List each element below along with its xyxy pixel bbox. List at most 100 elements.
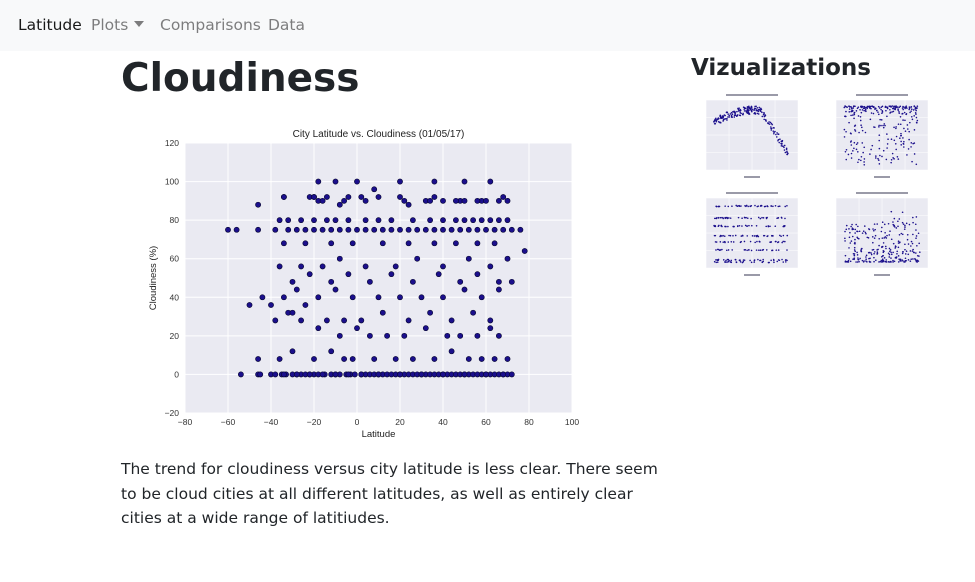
thumb-point [872,248,875,251]
nav-plots-dropdown[interactable]: Plots [91,15,145,35]
data-point [272,226,279,233]
thumb-point [890,138,893,140]
thumbnail-cloudiness[interactable] [696,190,808,282]
thumb-point [894,226,896,228]
thumb-point [765,249,768,251]
data-point [349,240,356,247]
cloudiness-chart: −80 −60 −40 −20 0 20 40 60 80 100 −20 0 20 40 60 80 100 1… [140,120,590,450]
thumb-point [902,119,904,121]
thumb-point [918,255,920,257]
thumb-point [901,107,904,109]
thumb-point [714,217,716,220]
thumbnail-humidity-plot [835,94,929,178]
data-point [487,178,494,185]
thumb-point [755,235,758,237]
thumb-point [860,155,863,158]
data-point [280,194,287,200]
thumb-point [910,258,913,260]
thumb-point [914,108,917,110]
data-point [332,217,339,224]
thumb-point [866,107,869,110]
thumb-point [852,114,854,116]
thumb-point [849,231,851,234]
thumb-point [913,142,916,144]
thumb-point [879,154,881,157]
thumb-point [881,155,883,158]
thumb-point [901,211,904,214]
x-axis-label: Latitude [362,429,396,440]
data-point [323,217,330,224]
nav-comparisons[interactable]: Comparisons [160,16,261,34]
thumb-point [726,261,728,263]
thumb-point [909,111,911,114]
thumb-point [864,131,867,134]
thumb-point [910,245,912,247]
nav-data[interactable]: Data [268,16,306,34]
thumbnail-wind-speed[interactable] [826,190,938,282]
thumb-point [845,110,847,113]
thumb-point [750,217,752,220]
thumb-point [863,158,866,160]
data-point [332,371,339,378]
data-point [474,197,481,204]
data-point [495,197,502,204]
thumb-point [751,235,754,237]
thumb-point [749,259,751,262]
thumb-point [904,119,906,122]
data-point [298,263,304,270]
thumb-point [905,113,908,115]
thumb-point [715,261,718,264]
thumb-point [727,225,729,228]
data-point [500,371,507,378]
data-point [336,201,343,208]
thumb-point [755,224,758,227]
thumbnail-temperature[interactable] [696,92,808,184]
thumb-point [737,216,740,219]
data-point [487,263,494,270]
thumb-point [861,109,864,111]
thumb-point [889,249,892,251]
thumb-point [897,158,900,160]
thumb-point [878,244,880,247]
thumb-point [732,111,734,113]
data-point [495,286,502,293]
chevron-down-icon [134,21,145,27]
thumb-point [860,111,863,114]
thumb-point [738,259,741,261]
thumb-point [891,111,893,113]
thumb-point [912,258,914,260]
navbar-brand[interactable]: Latitude [18,16,82,34]
thumb-point [897,220,899,223]
thumb-point [910,110,912,112]
thumb-point [729,261,732,263]
thumb-point [750,261,753,264]
thumb-point [870,148,872,151]
data-point [495,278,502,285]
thumb-title-mark [856,94,908,96]
thumb-point [863,107,866,110]
thumb-point [882,249,885,252]
thumb-point [735,261,738,263]
thumb-point [875,259,877,261]
thumb-point [913,105,916,107]
data-point [465,255,472,262]
data-point [323,317,330,324]
thumb-point [907,243,910,245]
data-point [487,325,494,332]
data-point [272,371,279,378]
thumb-point [730,259,733,262]
thumb-point [854,228,857,231]
thumb-point [903,111,906,114]
data-point [508,226,515,233]
thumb-point [844,237,846,240]
thumb-point [884,236,887,238]
thumb-point [741,225,743,227]
thumb-point [878,126,880,128]
data-point [431,240,438,247]
thumb-point [871,236,874,238]
thumbnail-humidity[interactable] [826,92,938,184]
thumb-point [911,160,913,163]
thumb-point [865,110,867,113]
thumb-point [853,246,856,249]
data-point [414,255,421,262]
